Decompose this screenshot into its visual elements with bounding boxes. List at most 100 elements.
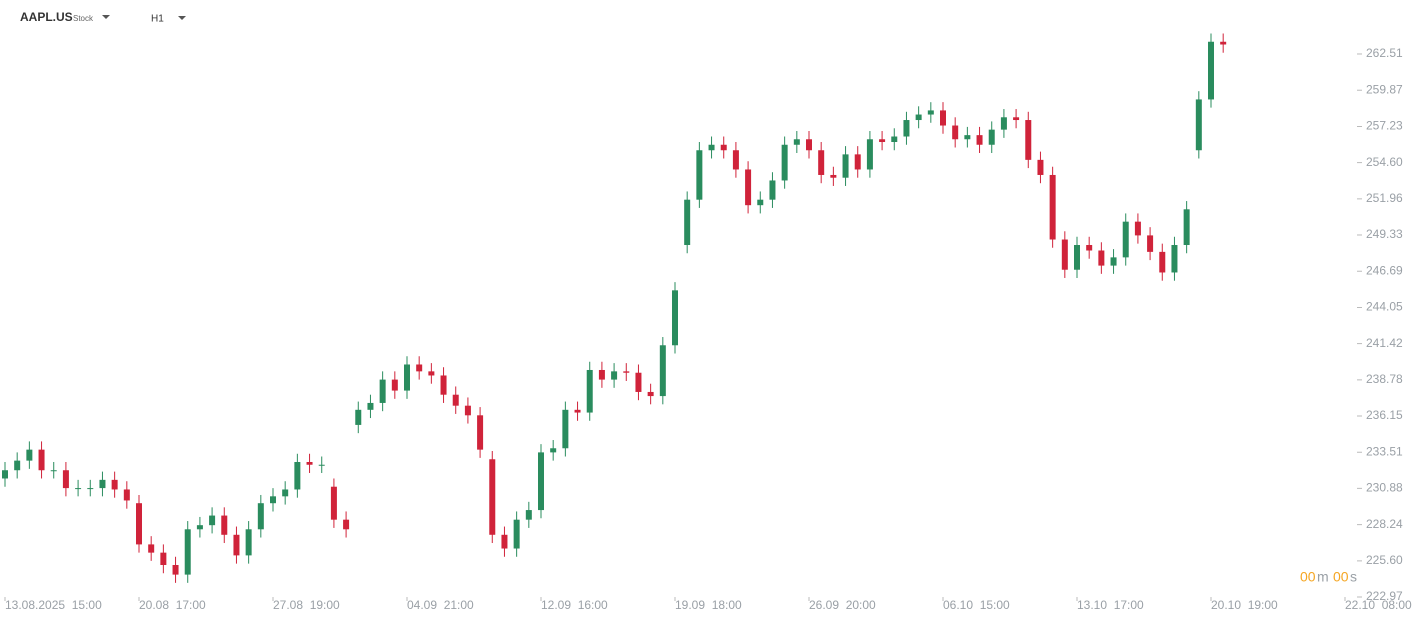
candle-body <box>866 139 873 170</box>
candle-body <box>1134 221 1141 236</box>
candle-body <box>611 371 618 380</box>
candle-body <box>684 199 691 246</box>
candle-body <box>172 565 179 575</box>
candle-body <box>1122 221 1129 258</box>
candle-body <box>1098 250 1105 266</box>
candle-body <box>598 369 605 380</box>
y-tick-label: 225.60 <box>1366 553 1403 567</box>
x-tick-label: 12.09 16:00 <box>541 598 608 612</box>
countdown-seconds: 00 <box>1333 569 1349 585</box>
candle-body <box>62 470 69 489</box>
x-tick-label: 06.10 15:00 <box>943 598 1010 612</box>
candle-body <box>940 110 946 126</box>
timeframe-dropdown[interactable] <box>178 16 186 20</box>
y-tick-label: 244.05 <box>1366 300 1403 314</box>
candle-body <box>781 144 788 181</box>
candle-body <box>87 488 94 490</box>
candle-body <box>245 529 252 556</box>
candle-body <box>1147 235 1154 252</box>
candle-body <box>1171 245 1178 273</box>
x-tick-label: 20.08 17:00 <box>139 598 206 612</box>
candle-body <box>330 486 337 520</box>
candle-body <box>1220 41 1227 45</box>
countdown-seconds-unit: s <box>1350 569 1357 585</box>
candle-body <box>854 154 861 170</box>
candle-body <box>123 489 130 501</box>
candle-body <box>842 154 849 178</box>
symbol[interactable]: AAPL.US <box>20 10 73 24</box>
x-tick-label: 13.08.2025 15:00 <box>5 598 102 612</box>
candle-body <box>489 459 496 535</box>
candle-body <box>221 515 228 535</box>
x-tick-label: 13.10 17:00 <box>1077 598 1144 612</box>
timeframe[interactable]: H1 <box>151 14 164 25</box>
candle-body <box>720 144 727 151</box>
candle-body <box>440 375 447 395</box>
candle-body <box>38 449 45 471</box>
candle-body <box>1159 251 1166 273</box>
candle-body <box>915 114 922 121</box>
candle-body <box>184 529 191 575</box>
candle-body <box>927 110 934 115</box>
candle-body <box>343 519 350 530</box>
candle-body <box>574 409 581 413</box>
candle-body <box>294 461 301 490</box>
y-tick-label: 233.51 <box>1366 444 1403 458</box>
y-tick-label: 246.69 <box>1366 263 1403 277</box>
candle-body <box>355 409 362 425</box>
candle-body <box>1074 245 1080 270</box>
candle-body <box>672 290 678 346</box>
candle-body <box>99 479 106 489</box>
candle-body <box>696 150 703 200</box>
candle-body <box>318 464 325 466</box>
candle-body <box>1049 174 1056 240</box>
candle-body <box>233 534 240 556</box>
y-tick-label: 251.96 <box>1366 191 1403 205</box>
candle-body <box>550 448 557 453</box>
y-tick-label: 241.42 <box>1366 336 1403 350</box>
candle-body <box>282 489 289 497</box>
y-tick-label: 259.87 <box>1366 82 1403 96</box>
candle-body <box>659 345 666 397</box>
candle-body <box>391 379 398 391</box>
y-tick-label: 238.78 <box>1366 372 1403 386</box>
x-tick-label: 19.09 18:00 <box>675 598 742 612</box>
y-tick-label: 228.24 <box>1366 517 1403 531</box>
symbol-dropdown[interactable] <box>102 15 110 19</box>
candle-body <box>1037 159 1044 175</box>
candle-body <box>428 371 435 376</box>
candle-body <box>1110 257 1117 266</box>
candle-body <box>903 120 910 137</box>
candle-body <box>793 139 800 145</box>
y-tick-label: 262.51 <box>1366 46 1403 60</box>
candle-body <box>745 169 752 206</box>
candle-body <box>708 144 715 151</box>
candle-body <box>647 391 654 397</box>
x-tick-label: 04.09 21:00 <box>407 598 474 612</box>
candle-body <box>270 496 276 504</box>
candle-body <box>1183 209 1190 246</box>
candle-body <box>306 461 313 465</box>
candle-body <box>14 460 21 471</box>
x-tick-label: 26.09 20:00 <box>809 598 876 612</box>
candle-body <box>586 369 593 413</box>
candle-body <box>562 409 569 449</box>
candle-body <box>477 415 484 450</box>
candle-body <box>136 503 142 545</box>
candle-body <box>964 135 971 140</box>
candle-body <box>1025 120 1032 160</box>
candle-body <box>209 515 216 526</box>
candle-body <box>367 402 374 410</box>
y-tick-label: 236.15 <box>1366 408 1403 422</box>
candle-body <box>830 174 837 178</box>
candle-body <box>976 135 983 145</box>
candle-body <box>891 136 898 143</box>
candle-body <box>452 394 459 406</box>
y-tick-label: 222.97 <box>1366 589 1403 603</box>
candle-body <box>538 452 544 511</box>
candle-body <box>2 470 8 479</box>
candle-body <box>404 364 410 391</box>
candle-body <box>1208 41 1214 100</box>
x-tick-label: 27.08 19:00 <box>273 598 340 612</box>
